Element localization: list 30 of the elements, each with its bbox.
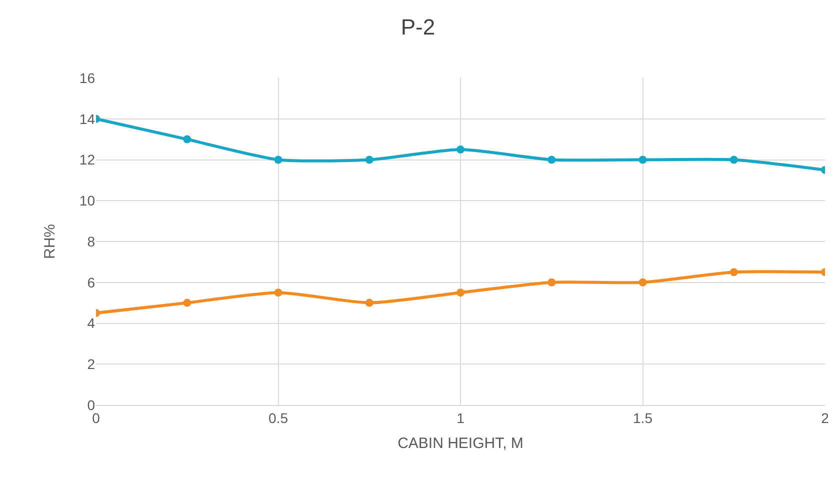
y-tick-label: 8 <box>87 233 96 250</box>
point <box>274 156 282 164</box>
point <box>456 146 464 154</box>
chart-title: P-2 <box>400 14 436 40</box>
x-tick-label: 2 <box>821 410 830 426</box>
y-axis-title: RH% <box>42 224 59 260</box>
y-tick-label: 14 <box>79 110 96 127</box>
y-tick-label: 12 <box>79 152 96 168</box>
x-tick-label: 0.5 <box>268 410 288 426</box>
point <box>183 135 192 144</box>
point <box>274 288 282 297</box>
point <box>548 156 556 164</box>
y-tick-label: 10 <box>79 192 96 209</box>
y-tick-label: 16 <box>79 70 96 86</box>
point <box>548 278 556 286</box>
point <box>365 156 374 164</box>
x-tick-label: 1 <box>456 410 465 426</box>
point <box>638 278 647 286</box>
y-tick-label: 2 <box>87 356 96 372</box>
y-tick-label: 4 <box>87 315 96 332</box>
point <box>456 288 464 297</box>
point <box>730 156 738 164</box>
x-axis-title: CABIN HEIGHT, M <box>398 434 524 452</box>
point <box>638 156 647 164</box>
x-tick-label: 1.5 <box>633 410 653 426</box>
y-tick-label: 0 <box>87 396 96 413</box>
point <box>730 268 738 276</box>
point <box>365 298 374 307</box>
point <box>183 298 192 307</box>
y-tick-label: 6 <box>87 274 96 290</box>
